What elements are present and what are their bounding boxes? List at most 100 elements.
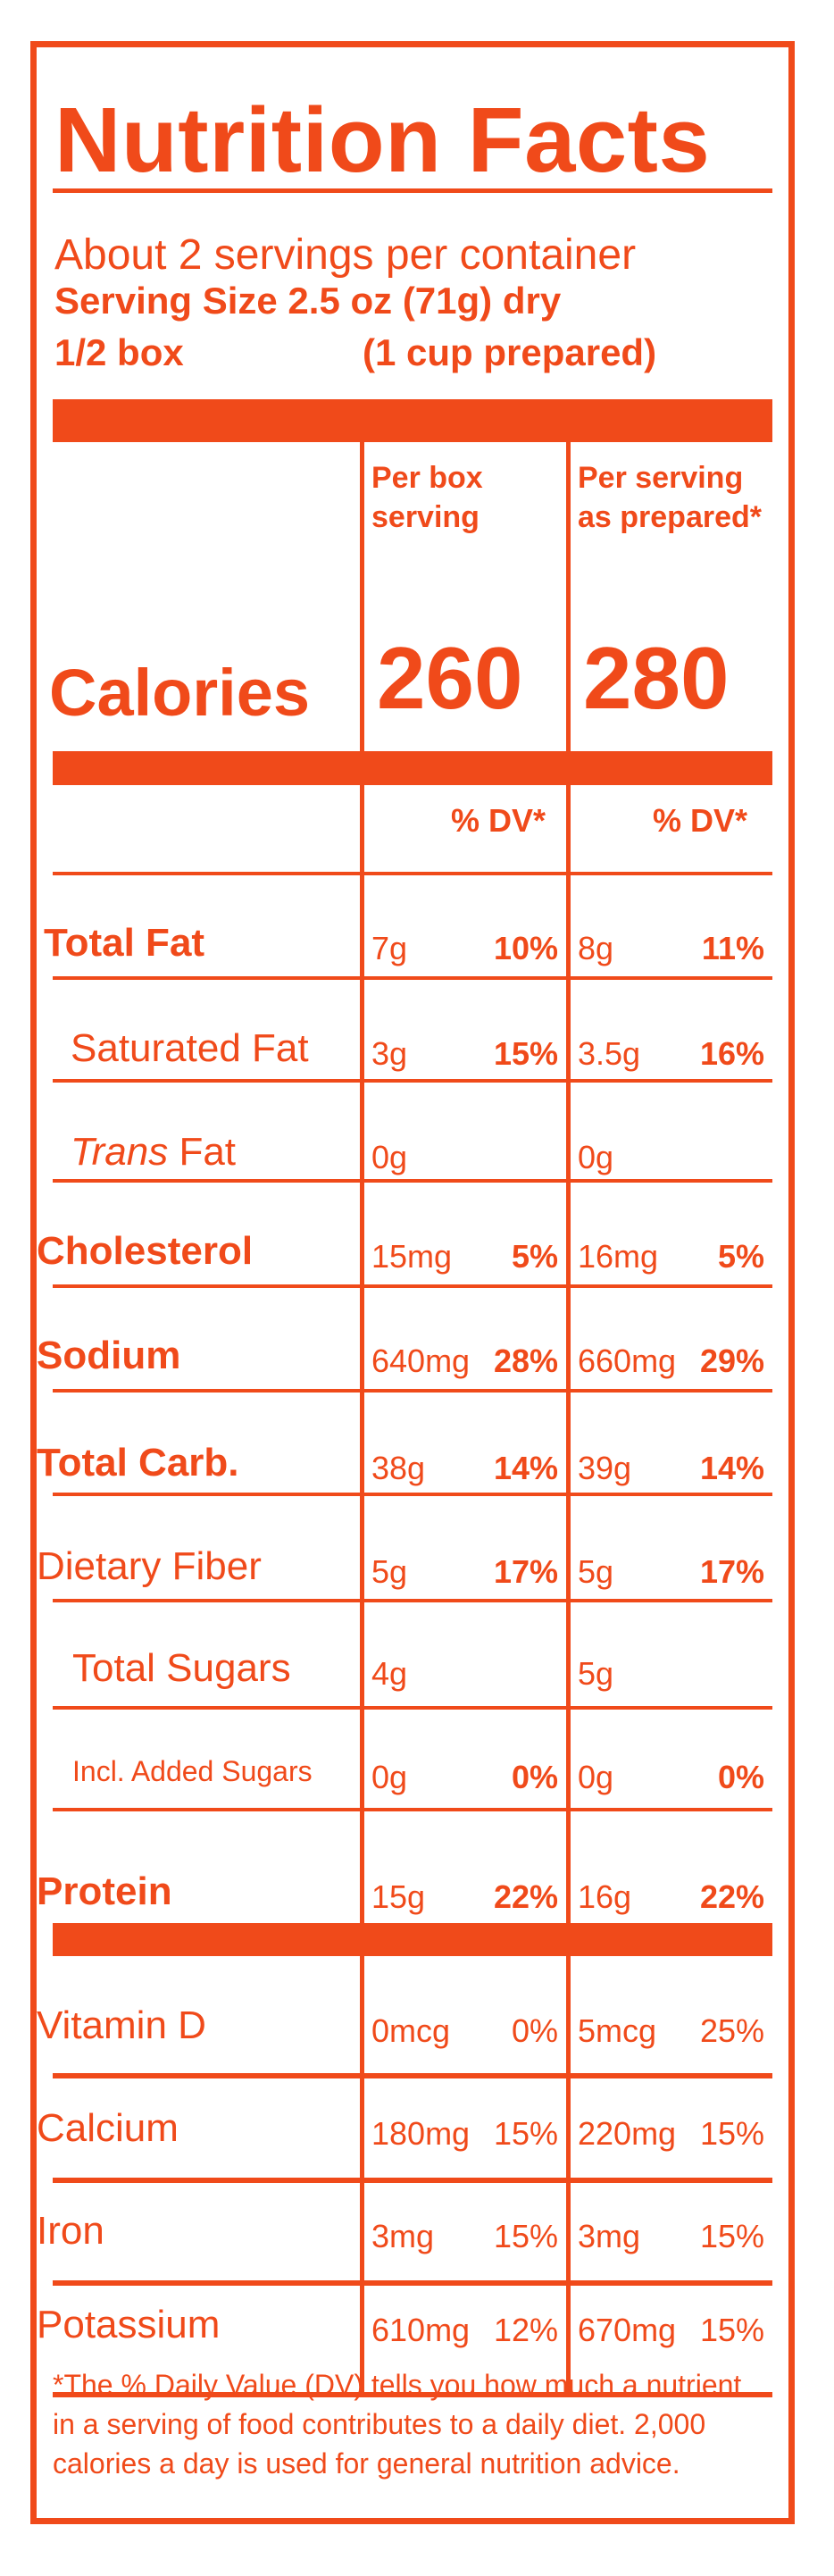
box-amount: 5g [371, 1553, 408, 1590]
col2-header: Per serving as prepared* [578, 458, 762, 537]
nutrient-name: Cholesterol [37, 1229, 254, 1273]
box-amount: 610mg [371, 2312, 471, 2348]
row-divider [53, 1284, 772, 1288]
prepared-dv: 14% [699, 1450, 764, 1486]
prepared-dv: 22% [699, 1878, 764, 1915]
prepared-dv: 15% [699, 2115, 764, 2152]
nutrient-name: Protein [37, 1869, 172, 1913]
prepared-amount: 16g [578, 1878, 632, 1915]
nutrient-name-text: Fat [179, 1130, 237, 1174]
row-divider [53, 1389, 772, 1393]
calories-label: Calories [49, 656, 311, 730]
box-dv: 15% [493, 1035, 558, 1072]
prepared-amount: 3.5g [578, 1035, 641, 1072]
box-dv: 5% [511, 1238, 558, 1275]
prepared-amount: 670mg [578, 2312, 677, 2348]
prepared-amount: 39g [578, 1450, 632, 1486]
thick-divider [53, 1923, 772, 1956]
box-amount: 0mcg [371, 2012, 451, 2049]
column-divider [566, 785, 571, 1923]
vitamin-name: Vitamin D [37, 2003, 206, 2047]
nutrient-name: Dietary Fiber [37, 1544, 262, 1588]
row-divider [53, 872, 772, 875]
row-divider [53, 2280, 772, 2286]
box-amount: 4g [371, 1655, 408, 1692]
prepared-amount: 8g [578, 930, 614, 966]
box-amount: 15mg [371, 1238, 453, 1275]
box-dv: 0% [511, 2012, 558, 2049]
box-dv: 15% [493, 2218, 558, 2254]
nutrient-name: Saturated Fat [71, 1026, 309, 1070]
dv-header-box: % DV* [451, 802, 546, 839]
box-dv: 22% [493, 1878, 558, 1915]
prepared-amount: 5mcg [578, 2012, 657, 2049]
servings-per-container: About 2 servings per container [54, 231, 637, 279]
box-amount: 7g [371, 930, 408, 966]
row-divider [53, 2178, 772, 2183]
row-divider [53, 976, 772, 980]
prepared-amount: 16mg [578, 1238, 659, 1275]
prepared-dv: 15% [699, 2218, 764, 2254]
box-dv: 15% [493, 2115, 558, 2152]
nutrient-name: Total Fat [44, 921, 205, 965]
vitamin-name: Potassium [37, 2303, 221, 2346]
col2-header-line1: Per serving [578, 461, 744, 495]
nutrient-name: Total Sugars [72, 1646, 291, 1690]
calories-box-value: 260 [377, 629, 523, 727]
column-divider [360, 442, 364, 751]
label-title: Nutrition Facts [54, 88, 711, 191]
prepared-dv: 5% [717, 1238, 764, 1275]
prepared-dv: 25% [699, 2012, 764, 2049]
prepared-label: (1 cup prepared) [363, 331, 657, 373]
calories-prepared-value: 280 [583, 629, 730, 727]
serving-size: Serving Size 2.5 oz (71g) dry [54, 280, 562, 322]
box-amount: 15g [371, 1878, 426, 1915]
col1-header-line2: serving [371, 500, 480, 534]
prepared-dv: 15% [699, 2312, 764, 2348]
column-divider [566, 1956, 571, 2396]
nutrient-name: Total Carb. [37, 1441, 239, 1485]
footnote: *The % Daily Value (DV) tells you how mu… [53, 2369, 742, 2480]
box-dv: 12% [493, 2312, 558, 2348]
row-divider [53, 1493, 772, 1496]
box-amount: 3mg [371, 2218, 435, 2254]
prepared-amount: 0g [578, 1759, 614, 1795]
box-amount: 180mg [371, 2115, 471, 2152]
row-divider [53, 2392, 772, 2397]
prepared-amount: 3mg [578, 2218, 641, 2254]
nutrient-name-prefix: Trans [71, 1130, 179, 1174]
box-dv: 28% [493, 1342, 558, 1379]
row-divider [53, 1599, 772, 1602]
prepared-dv: 17% [699, 1553, 764, 1590]
prepared-amount: 220mg [578, 2115, 677, 2152]
box-dv: 17% [493, 1553, 558, 1590]
prepared-amount: 5g [578, 1655, 614, 1692]
column-divider [566, 442, 571, 751]
prepared-amount: 660mg [578, 1342, 677, 1379]
column-divider [360, 785, 364, 1923]
box-amount: 640mg [371, 1342, 471, 1379]
nutrient-name: Trans Fat [71, 1130, 236, 1175]
prepared-dv: 29% [699, 1342, 764, 1379]
box-amount: 0g [371, 1759, 408, 1795]
col2-header-line2: as prepared* [578, 500, 762, 534]
row-divider [53, 1179, 772, 1183]
box-amount: 0g [371, 1139, 408, 1175]
row-divider [53, 1079, 772, 1083]
column-divider [360, 1956, 364, 2396]
row-divider [53, 1706, 772, 1710]
thick-divider [53, 751, 772, 785]
box-dv: 14% [493, 1450, 558, 1486]
nutrient-name: Incl. Added Sugars [72, 1755, 313, 1787]
thick-divider [53, 399, 772, 442]
col1-header-line1: Per box [371, 461, 483, 495]
vitamin-name: Iron [37, 2209, 104, 2253]
prepared-amount: 5g [578, 1553, 614, 1590]
box-dv: 0% [511, 1759, 558, 1795]
prepared-dv: 11% [701, 930, 764, 966]
nutrition-facts-label: Nutrition Facts About 2 servings per con… [30, 41, 795, 2524]
col1-header: Per box serving [371, 458, 483, 537]
box-dv: 10% [493, 930, 558, 966]
row-divider [53, 1808, 772, 1811]
box-amount: 38g [371, 1450, 426, 1486]
